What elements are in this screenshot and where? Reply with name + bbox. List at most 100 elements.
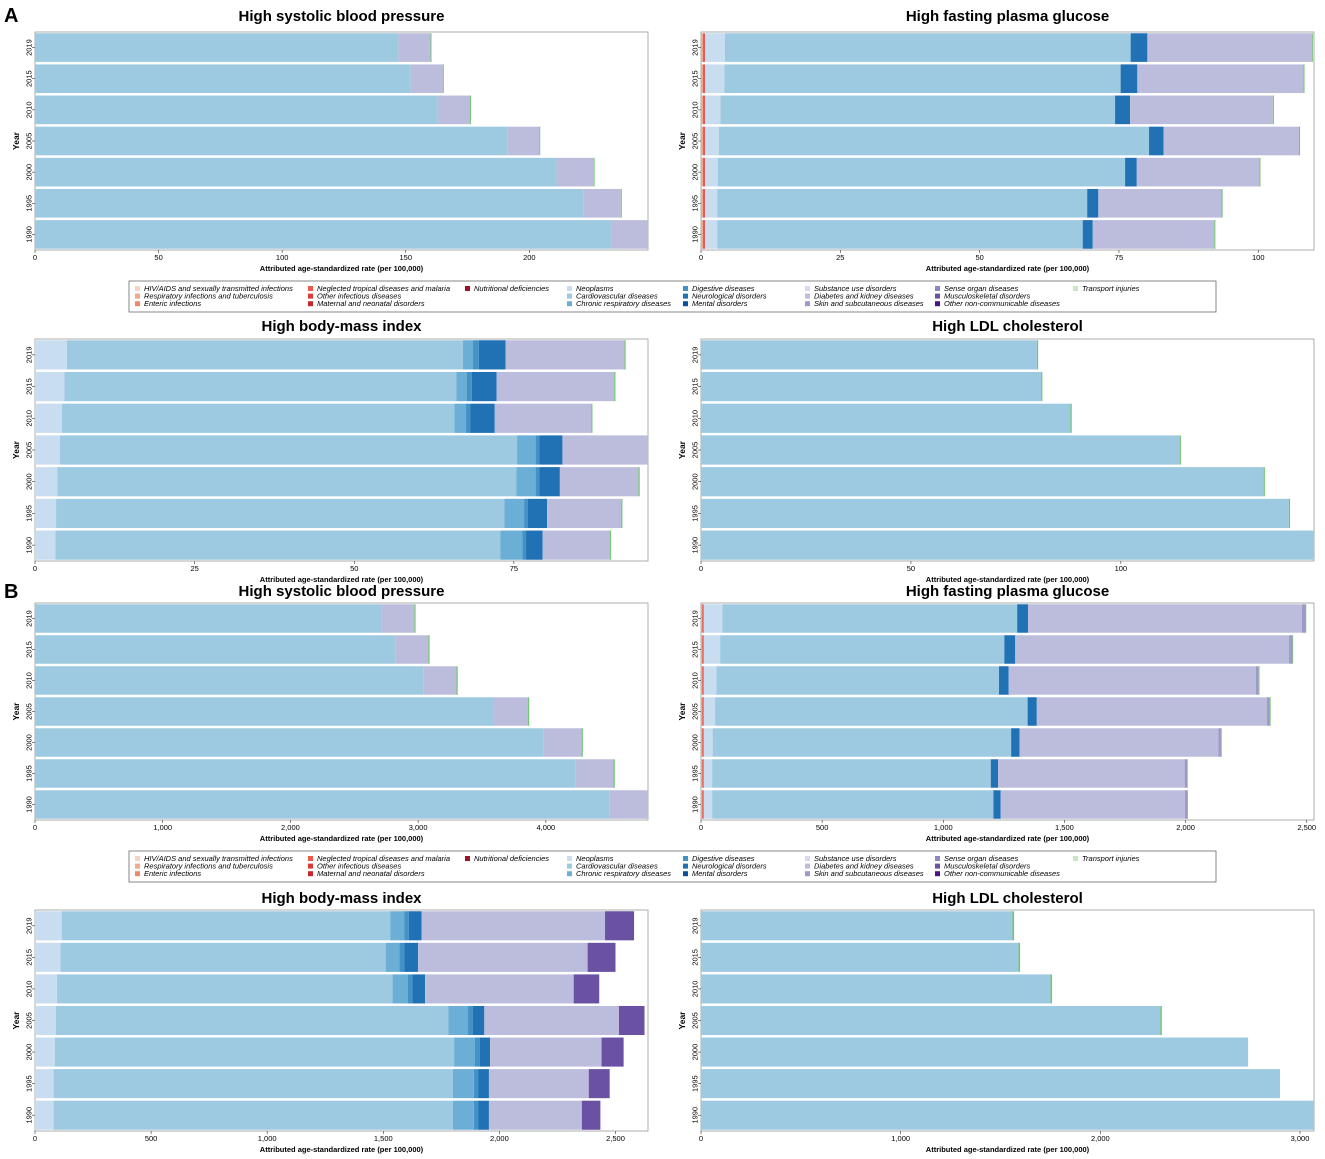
legend-swatch	[935, 871, 940, 877]
legend-swatch	[567, 301, 572, 307]
bar-2015-chronic-respiratory-diseases	[456, 371, 467, 402]
legend-item-transport-injuries: Transport injuries	[1073, 854, 1140, 863]
bar-2005-unintentional-injuries	[527, 697, 530, 726]
bar-2005-cardiovascular-diseases	[715, 697, 1028, 726]
bar-2005-unintentional-injuries	[1298, 126, 1301, 156]
legend-swatch	[135, 856, 140, 861]
legend-swatch	[465, 856, 470, 861]
bar-2010-neoplasms	[35, 974, 58, 1004]
y-tick-label: 1990	[691, 796, 700, 813]
bar-1995-digestive-diseases	[524, 498, 528, 529]
bar-2005-other-infectious-diseases	[703, 126, 705, 156]
legend-item-digestive-diseases: Digestive diseases	[683, 284, 755, 293]
y-tick-label: 2019	[691, 610, 700, 627]
bar-2015-neoplasms	[35, 942, 61, 972]
bar-2019-diabetes-and-kidney-diseases	[381, 604, 415, 633]
bar-1990-cardiovascular-diseases	[53, 1100, 453, 1130]
bar-2010-digestive-diseases	[466, 403, 471, 433]
y-axis-label: Year	[677, 131, 687, 150]
bar-1995-cardiovascular-diseases	[701, 1069, 1281, 1099]
bar-2019-neoplasms	[703, 604, 723, 633]
legend-swatch	[308, 871, 313, 877]
bar-2015-musculoskeletal-disorders	[587, 942, 616, 972]
bar-2019-unintentional-injuries	[1036, 340, 1039, 370]
y-tick-label: 2000	[25, 164, 34, 181]
legend-label: Musculoskeletal disorders	[944, 862, 1031, 871]
y-tick-label: 2015	[25, 378, 34, 395]
bar-1995-unintentional-injuries	[1288, 498, 1291, 529]
bar-1995-other-infectious-diseases	[702, 759, 704, 788]
x-axis-label: Attributed age-standardized rate (per 10…	[260, 264, 424, 273]
bar-2015-cardiovascular-diseases	[60, 942, 386, 972]
legend-label: Neoplasms	[576, 284, 614, 293]
y-tick-label: 2019	[25, 347, 34, 364]
bar-1995-diabetes-and-kidney-diseases	[547, 498, 622, 529]
legend-item-neurological-disorders: Neurological disorders	[683, 292, 767, 301]
bar-2010-chronic-respiratory-diseases	[392, 974, 408, 1004]
bar-2019-unintentional-injuries	[1311, 33, 1313, 62]
bar-2015-neurological-disorders	[1004, 635, 1016, 664]
bar-2000-cardiovascular-diseases	[35, 728, 544, 757]
bar-2015-neurological-disorders	[471, 371, 497, 402]
bar-2019-unintentional-injuries	[624, 340, 626, 370]
bar-2000-cardiovascular-diseases	[701, 467, 1264, 497]
legend-item-neglected-tropical-diseases-and-malaria: Neglected tropical diseases and malaria	[308, 284, 450, 293]
chart-title: High body-mass index	[261, 318, 422, 335]
y-tick-label: 2010	[691, 102, 700, 119]
y-axis-label: Year	[677, 440, 687, 459]
legend-item-other-non-communicable-diseases: Other non-communicable diseases	[935, 869, 1060, 878]
bar-2019-cardiovascular-diseases	[66, 340, 463, 370]
legend-item-other-infectious-diseases: Other infectious diseases	[308, 292, 401, 301]
x-axis-label: Attributed age-standardized rate (per 10…	[926, 264, 1090, 273]
chart-title: High systolic blood pressure	[239, 583, 445, 600]
x-axis-label: Attributed age-standardized rate (per 10…	[260, 834, 424, 843]
legend-label: Transport injuries	[1082, 854, 1140, 863]
legend-item-nutritional-deficiencies: Nutritional deficiencies	[465, 284, 549, 293]
bar-2010-unintentional-injuries	[591, 403, 593, 433]
y-tick-label: 2005	[691, 442, 700, 459]
bar-2000-diabetes-and-kidney-diseases	[556, 157, 594, 187]
bar-2019-unintentional-injuries	[430, 33, 432, 62]
bar-2015-diabetes-and-kidney-diseases	[410, 64, 443, 94]
bar-2000-cardiovascular-diseases	[35, 157, 557, 187]
y-axis-label: Year	[11, 131, 21, 150]
bar-2010-diabetes-and-kidney-diseases	[494, 403, 592, 433]
bar-1995-unintentional-injuries	[621, 498, 623, 529]
chart-a-high-ldl-cholesterol: High LDL cholesterol 2019 2015 2010 2005 2000…	[677, 318, 1315, 584]
bar-2000-unintentional-injuries	[593, 157, 595, 187]
y-tick-label: 2019	[691, 347, 700, 364]
bar-2005-diabetes-and-kidney-diseases	[507, 126, 540, 156]
chart-b-high-systolic-blood-pressure: High systolic blood pressure 2019 2015 2010…	[11, 583, 649, 843]
bar-1990-diabetes-and-kidney-diseases	[542, 530, 610, 560]
bar-2000-digestive-diseases	[535, 467, 540, 497]
legend-item-enteric-infections: Enteric infections	[135, 869, 201, 878]
bar-2015-other-infectious-diseases	[702, 635, 704, 664]
y-axis-label: Year	[11, 702, 21, 721]
bar-1990-digestive-diseases	[473, 1100, 479, 1130]
y-tick-label: 2010	[691, 981, 700, 998]
bar-2010-respiratory-infections-and-tuberculosis	[701, 95, 704, 125]
charts-layer: High systolic blood pressure 2019 2015 2010…	[11, 8, 1316, 1154]
y-axis-label: Year	[677, 702, 687, 721]
y-tick-label: 2000	[691, 473, 700, 490]
y-tick-label: 2000	[25, 1044, 34, 1061]
x-tick-label: 2,000	[490, 1134, 509, 1143]
bar-2000-neurological-disorders	[1011, 728, 1020, 757]
legends-layer: HIV/AIDS and sexually transmitted infect…	[128, 280, 1217, 883]
bar-1995-neurological-disorders	[1087, 188, 1099, 218]
legend-swatch	[805, 871, 810, 877]
legend-item-sense-organ-diseases: Sense organ diseases	[935, 854, 1018, 863]
y-tick-label: 2000	[691, 734, 700, 751]
legend-swatch	[805, 856, 810, 861]
legend-label: Cardiovascular diseases	[576, 862, 658, 871]
x-tick-label: 50	[154, 253, 162, 262]
bar-1995-neoplasms	[703, 759, 713, 788]
y-tick-label: 2019	[691, 39, 700, 56]
bar-2015-diabetes-and-kidney-diseases	[1137, 64, 1304, 94]
y-tick-label: 1995	[25, 1075, 34, 1092]
legend-label: Enteric infections	[144, 869, 201, 878]
bar-2015-unintentional-injuries	[1018, 942, 1021, 972]
legend-item-digestive-diseases: Digestive diseases	[683, 854, 755, 863]
bar-2005-other-infectious-diseases	[702, 697, 704, 726]
bar-2010-neurological-disorders	[999, 666, 1009, 695]
